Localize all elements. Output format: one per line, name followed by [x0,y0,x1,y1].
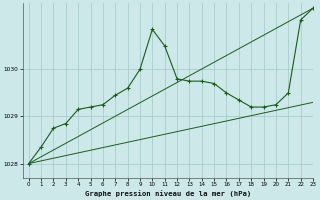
X-axis label: Graphe pression niveau de la mer (hPa): Graphe pression niveau de la mer (hPa) [85,190,251,197]
